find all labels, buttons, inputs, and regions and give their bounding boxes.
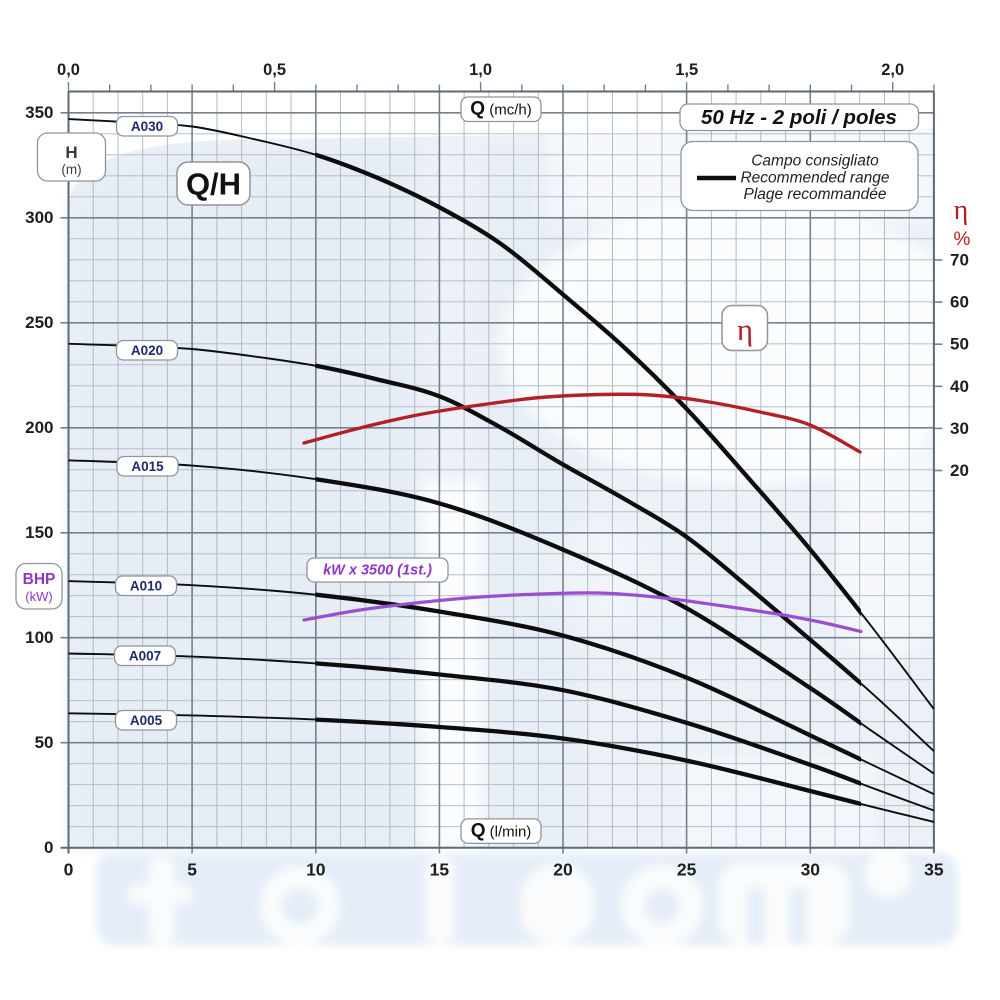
svg-text:20: 20 [950,461,969,480]
svg-text:1,0: 1,0 [469,61,492,79]
svg-text:0: 0 [64,860,74,880]
svg-text:35: 35 [924,860,944,880]
svg-text:25: 25 [677,860,697,880]
svg-text:50 Hz - 2 poli / poles: 50 Hz - 2 poli / poles [701,106,897,129]
svg-text:A007: A007 [129,648,161,663]
svg-text:(kW): (kW) [25,589,52,604]
svg-text:0,5: 0,5 [263,61,286,79]
svg-text:150: 150 [25,523,53,542]
svg-text:50: 50 [35,733,54,752]
svg-text:20: 20 [553,860,573,880]
svg-text:Plage recommandée: Plage recommandée [743,186,886,203]
svg-text:70: 70 [950,251,969,270]
svg-text:(m): (m) [61,162,81,177]
svg-text:η: η [737,312,753,347]
svg-text:1,5: 1,5 [675,61,698,79]
svg-text:15: 15 [430,860,450,880]
svg-text:2,0: 2,0 [881,61,904,79]
svg-text:30: 30 [801,860,821,880]
svg-text:A005: A005 [130,713,163,728]
svg-text:300: 300 [25,208,53,227]
svg-text:Q/H: Q/H [186,167,241,202]
svg-text:A010: A010 [130,578,162,593]
svg-text:60: 60 [950,293,969,312]
svg-text:30: 30 [950,419,969,438]
svg-text:H: H [65,143,77,162]
svg-text:350: 350 [25,103,53,122]
svg-text:200: 200 [25,418,53,437]
svg-text:0,0: 0,0 [57,61,80,79]
svg-text:A015: A015 [131,459,164,474]
svg-text:Q (mc/h): Q (mc/h) [470,99,531,120]
svg-text:Recommended range: Recommended range [740,169,889,186]
svg-text:250: 250 [25,313,53,332]
svg-text:A020: A020 [131,343,163,358]
svg-text:Campo consigliato: Campo consigliato [751,153,879,170]
svg-text:BHP: BHP [23,571,56,588]
svg-text:kW x 3500 (1st.): kW x 3500 (1st.) [323,563,432,579]
svg-text:η: η [954,195,969,226]
svg-text:0: 0 [44,838,53,857]
svg-text:10: 10 [306,860,326,880]
svg-text:A030: A030 [131,119,163,134]
svg-text:Q (l/min): Q (l/min) [471,821,532,842]
svg-text:50: 50 [950,335,969,354]
svg-text:100: 100 [25,628,53,647]
svg-text:5: 5 [187,860,197,880]
svg-text:%: % [954,229,971,250]
svg-text:40: 40 [950,377,969,396]
